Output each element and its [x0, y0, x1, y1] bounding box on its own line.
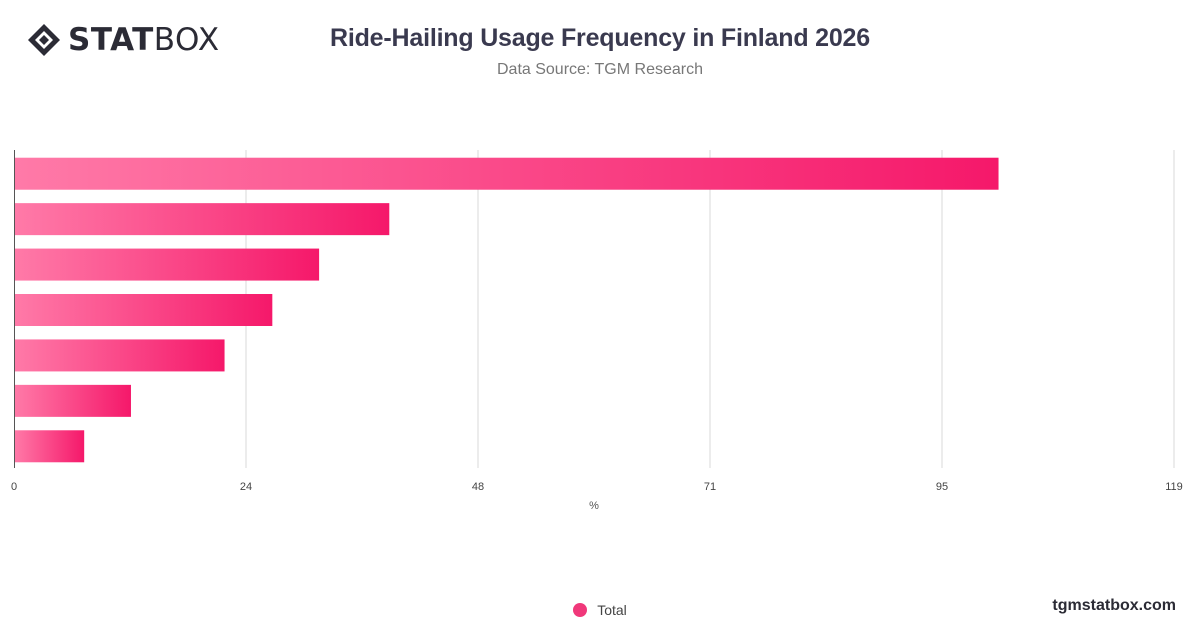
bar-7[interactable] [14, 430, 85, 463]
chart-subtitle: Data Source: TGM Research [496, 61, 703, 78]
statbox-diamond-icon [28, 24, 60, 56]
bar-3[interactable] [14, 248, 320, 281]
x-tick-label: 119 [1165, 481, 1183, 493]
x-tick-label: 0 [11, 481, 17, 493]
bar-chart: 0 24 48 71 95 119 % [11, 150, 1183, 512]
legend-dot-icon [573, 603, 588, 617]
x-tick-label: 48 [472, 481, 484, 493]
x-tick-label: 95 [936, 481, 948, 493]
x-tick-label: 24 [240, 481, 252, 493]
footer-site: tgmstatbox.com [1052, 597, 1176, 614]
logo-wordmark: STATBOX [68, 22, 220, 58]
legend[interactable]: Total [0, 602, 1200, 618]
bar-5[interactable] [14, 339, 225, 372]
bars [14, 157, 999, 463]
bar-1[interactable] [14, 157, 999, 190]
bar-2[interactable] [14, 203, 390, 236]
bar-6[interactable] [14, 384, 131, 417]
x-axis-label: % [589, 500, 599, 512]
x-axis-ticks: 0 24 48 71 95 119 [11, 481, 1183, 493]
legend-label-total: Total [597, 602, 627, 618]
chart-title: Ride-Hailing Usage Frequency in Finland … [330, 24, 870, 52]
bar-4[interactable] [14, 294, 273, 326]
statbox-logo: STATBOX [26, 22, 220, 58]
x-tick-label: 71 [704, 481, 716, 493]
grid-lines [245, 150, 1175, 468]
